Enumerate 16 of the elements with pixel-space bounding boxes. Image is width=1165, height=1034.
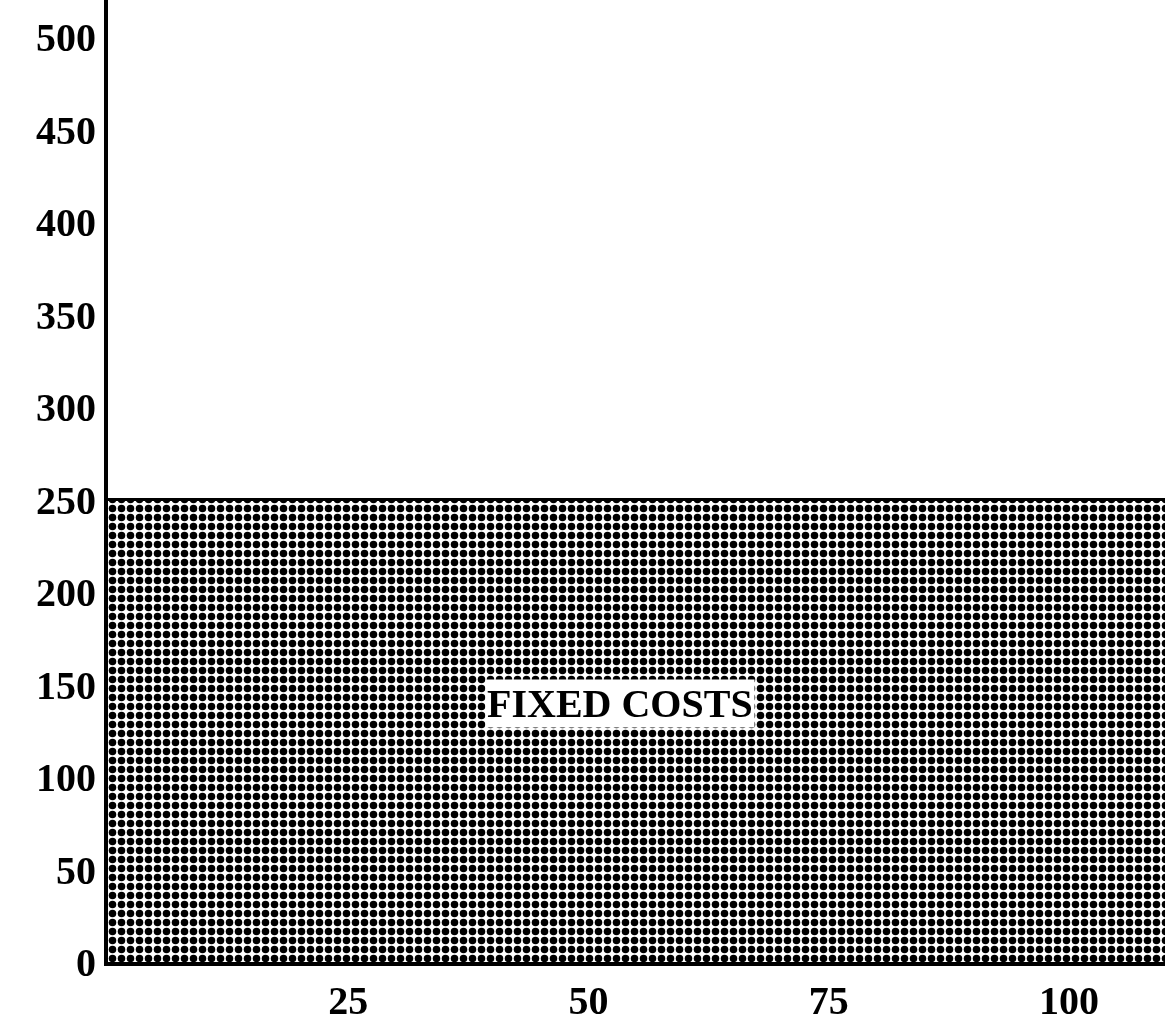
y-tick-label: 350 (36, 292, 96, 338)
x-tick-label: 100 (1038, 978, 1099, 1023)
x-tick-label: 50 (568, 978, 609, 1023)
y-tick-label: 50 (56, 847, 96, 893)
y-tick-label: 200 (36, 570, 96, 615)
x-tick-label: 25 (328, 978, 369, 1023)
y-tick-label: 150 (36, 662, 96, 708)
x-tick-label: 75 (808, 978, 849, 1023)
y-tick-label: 500 (36, 15, 96, 60)
y-tick-label: 0 (76, 940, 96, 985)
y-tick-label: 100 (36, 755, 96, 800)
y-tick-label: 300 (36, 385, 96, 430)
annotation: FIXED COSTS (487, 681, 753, 726)
y-tick-label: 400 (36, 200, 96, 245)
y-tick-label: 450 (36, 107, 96, 153)
y-tick-label: 250 (36, 477, 96, 523)
